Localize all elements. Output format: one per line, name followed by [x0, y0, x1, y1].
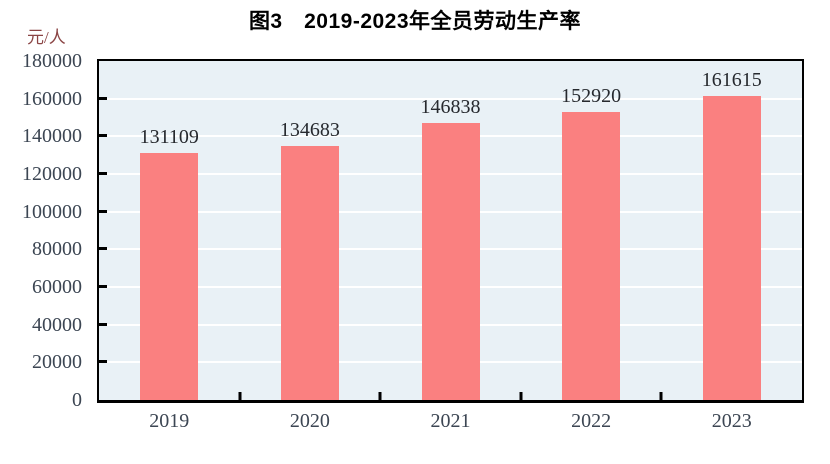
- y-tick-label: 20000: [32, 351, 82, 374]
- bar-2023: [702, 95, 761, 400]
- bar-2022: [562, 112, 621, 400]
- x-axis-tick-mark: [238, 392, 242, 400]
- bar-2019: [140, 153, 199, 400]
- y-axis-tick-mark: [99, 285, 107, 288]
- y-axis-tick-mark: [99, 209, 107, 213]
- y-axis-tick-labels: 0 20000 40000 60000 80000 100000 120000 140000 1…: [0, 50, 89, 411]
- bar-value-label: 146838: [420, 96, 481, 119]
- plot-area: 131109 134683 146838 152920 161615: [97, 59, 804, 403]
- bar-2020: [280, 146, 339, 400]
- x-category-label: 2023: [711, 410, 752, 432]
- y-tick-label: 100000: [22, 200, 82, 223]
- x-category-label: 2020: [289, 410, 330, 432]
- bar-value-label: 161615: [701, 68, 762, 91]
- gridline: [99, 97, 802, 100]
- y-axis-tick-mark: [99, 96, 107, 100]
- x-category-label: 2022: [571, 410, 612, 432]
- bar-value-label: 134683: [279, 119, 340, 142]
- y-axis-tick-mark: [99, 360, 107, 364]
- y-axis-tick-mark: [99, 134, 107, 138]
- y-axis-unit-label: 元/人: [27, 28, 66, 47]
- y-tick-label: 80000: [32, 238, 82, 261]
- y-tick-label: 40000: [32, 313, 82, 336]
- x-axis-category-labels: 2019 2020 2021 2022 2023: [97, 409, 804, 435]
- bar-value-label: 131109: [139, 126, 199, 149]
- chart-title: 图3 2019-2023年全员劳动生产率: [248, 10, 582, 33]
- y-axis-tick-mark: [99, 322, 107, 326]
- y-tick-label: 0: [72, 389, 82, 411]
- bar-2021: [421, 123, 480, 400]
- y-tick-label: 140000: [22, 125, 82, 148]
- y-axis-tick-mark: [99, 247, 107, 251]
- y-axis-tick-mark: [99, 172, 107, 175]
- y-tick-label: 180000: [22, 50, 82, 72]
- x-axis-tick-mark: [378, 392, 382, 400]
- bar-value-label: 152920: [561, 85, 622, 108]
- x-axis-tick-mark: [659, 392, 663, 400]
- x-category-label: 2021: [430, 410, 471, 432]
- y-tick-label: 60000: [32, 276, 82, 298]
- y-tick-label: 160000: [22, 87, 82, 110]
- x-axis-tick-mark: [519, 392, 523, 400]
- x-category-label: 2019: [149, 410, 190, 432]
- y-tick-label: 120000: [22, 163, 82, 185]
